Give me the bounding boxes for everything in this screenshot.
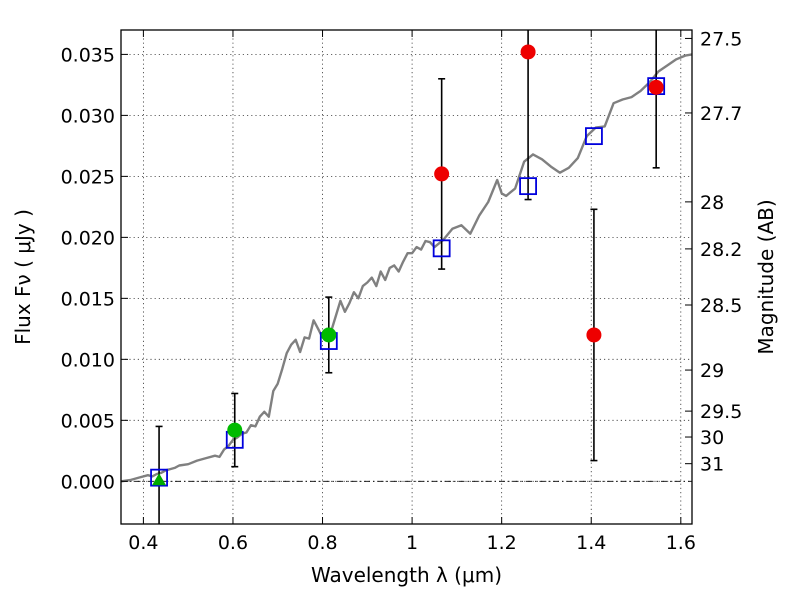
y-axis-label: Flux Fν ( μJy ) — [11, 209, 35, 345]
x-tick-label: 1.2 — [487, 532, 517, 554]
mag-tick-label: 27.7 — [700, 103, 742, 125]
mag-tick-label: 28.5 — [700, 295, 742, 317]
y-tick-label: 0.005 — [61, 410, 115, 432]
x-tick-label: 0.4 — [128, 532, 158, 554]
upper-limit-triangle — [152, 473, 167, 486]
y-tick-label: 0.030 — [61, 105, 115, 127]
x-tick-label: 1 — [406, 532, 418, 554]
model-photometry-square — [150, 468, 168, 487]
observed-flux-point — [520, 44, 536, 60]
x-axis-label: Wavelength λ (μm) — [311, 563, 502, 587]
y-tick-label: 0.025 — [61, 166, 115, 188]
y-tick-label: 0.015 — [61, 288, 115, 310]
x-tick-label: 1.4 — [576, 532, 606, 554]
observed-flux-point — [586, 327, 602, 343]
y-tick-label: 0.010 — [61, 349, 115, 371]
model-photometry-square — [585, 127, 603, 146]
mag-tick-label: 27.5 — [700, 28, 742, 50]
mag-tick-label: 28.2 — [700, 239, 742, 261]
observed-flux-point — [227, 422, 243, 438]
mag-tick-label: 31 — [700, 454, 724, 476]
observed-flux-point — [321, 327, 337, 343]
error-bars — [155, 30, 660, 524]
y-tick-label: 0.000 — [61, 471, 115, 493]
sed-model-line — [120, 53, 693, 483]
y-tick-label: 0.035 — [61, 44, 115, 66]
model-photometry-square — [519, 177, 537, 196]
mag-tick-label: 30 — [700, 427, 724, 449]
grid-lines — [121, 30, 692, 524]
markers — [150, 44, 666, 487]
y-tick-label: 0.020 — [61, 227, 115, 249]
plot-frame — [120, 29, 693, 525]
mag-tick-label: 29.5 — [700, 401, 742, 423]
observed-flux-point — [648, 79, 664, 95]
y2-axis-label: Magnitude (AB) — [754, 199, 778, 354]
axis-ticks — [121, 30, 692, 524]
tick-labels: 0.4 0.6 0.8 1 1.2 1.4 1.6 0.000 0.005 0.010 0.015 0… — [61, 28, 743, 554]
observed-flux-point — [434, 166, 450, 182]
x-tick-label: 1.6 — [666, 532, 696, 554]
x-tick-label: 0.6 — [218, 532, 248, 554]
x-tick-label: 0.8 — [307, 532, 337, 554]
model-photometry-square — [432, 239, 451, 258]
mag-tick-label: 29 — [700, 360, 724, 382]
sed-series — [120, 53, 693, 483]
mag-tick-label: 28 — [700, 192, 724, 214]
